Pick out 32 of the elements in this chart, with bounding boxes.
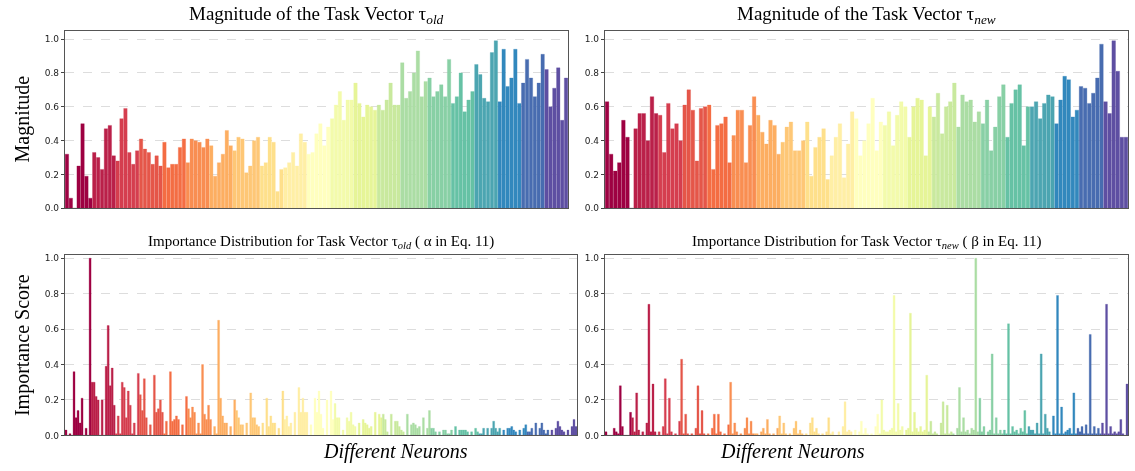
y-tick-label: 0.4 (584, 359, 600, 370)
chart-title: Importance Distribution for Task Vector τ$_{new}$ ( β in Eq. 11) (692, 233, 1042, 252)
y-tick-label: 0.0 (44, 430, 60, 441)
y-tick-label: 0.6 (584, 324, 600, 335)
y-tick-label: 0.0 (44, 203, 60, 214)
y-axis-title: Magnitude (10, 75, 34, 163)
y-tick-label: 1.0 (44, 34, 60, 45)
x-axis-title: Different Neurons (720, 440, 865, 463)
y-tick-label: 0.2 (584, 395, 600, 406)
y-tick-label: 0.6 (44, 101, 60, 112)
chart-title: Magnitude of the Task Vector τ$_{old}$ (189, 3, 444, 27)
y-tick-label: 0.8 (584, 288, 600, 299)
y-tick-label: 0.6 (584, 101, 600, 112)
y-tick-label: 0.4 (584, 135, 600, 146)
y-tick-label: 0.4 (44, 359, 60, 370)
y-tick-label: 1.0 (584, 253, 600, 264)
y-tick-label: 0.6 (44, 324, 60, 335)
y-tick-label: 0.2 (44, 395, 60, 406)
y-tick-label: 0.4 (44, 135, 60, 146)
chart-title: Importance Distribution for Task Vector τ$_{old}$ ( α in Eq. 11) (148, 233, 495, 252)
y-tick-label: 0.2 (584, 169, 600, 180)
y-tick-label: 0.8 (44, 68, 60, 79)
y-tick-label: 0.0 (584, 430, 600, 441)
y-tick-label: 1.0 (584, 34, 600, 45)
chart-title: Magnitude of the Task Vector τ$_{new}$ (737, 3, 996, 27)
y-tick-label: 0.8 (584, 68, 600, 79)
y-tick-label: 0.2 (44, 169, 60, 180)
y-tick-label: 1.0 (44, 253, 60, 264)
y-axis-title: Importance Score (10, 274, 34, 417)
y-tick-label: 0.8 (44, 288, 60, 299)
x-axis-title: Different Neurons (323, 440, 468, 463)
y-tick-label: 0.0 (584, 203, 600, 214)
